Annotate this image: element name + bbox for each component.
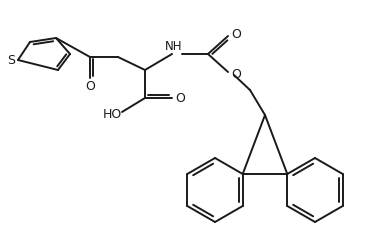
Text: NH: NH [165, 40, 183, 52]
Text: O: O [175, 92, 185, 105]
Text: O: O [231, 67, 241, 80]
Text: O: O [231, 28, 241, 41]
Text: S: S [7, 55, 15, 67]
Text: HO: HO [102, 108, 122, 121]
Text: O: O [85, 80, 95, 93]
